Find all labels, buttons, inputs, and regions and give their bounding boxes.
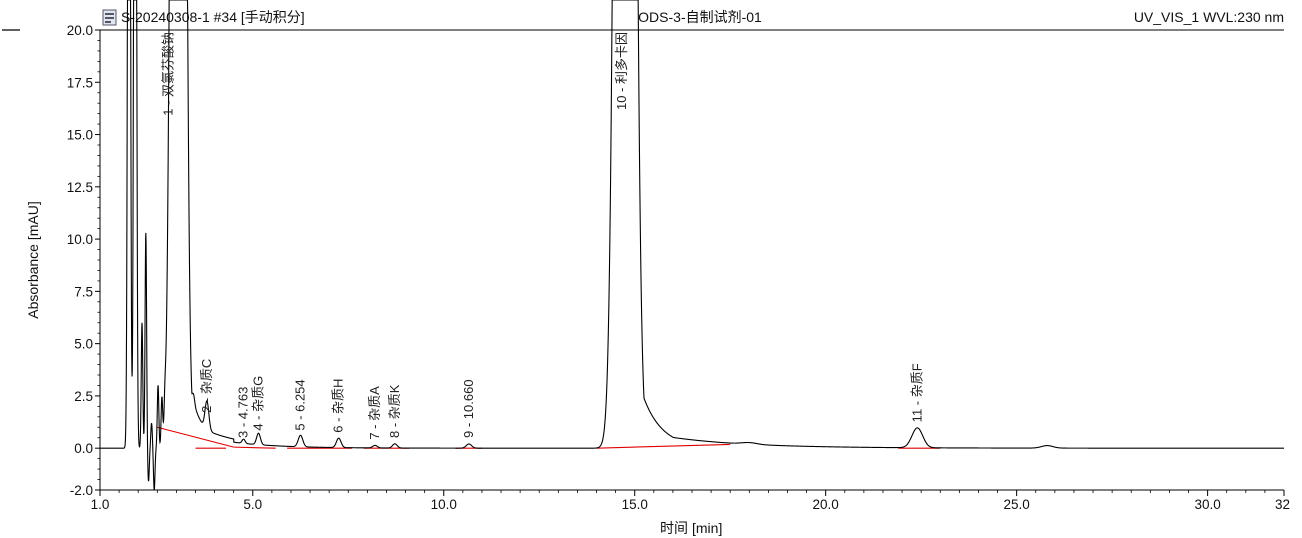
peak-label: 9 - 10.660 (461, 379, 476, 438)
peak-label: 3 - 4.763 (236, 387, 251, 438)
x-tick-label: 15.0 (622, 497, 648, 512)
x-tick-label: 25.0 (1004, 497, 1030, 512)
x-tick-label: 20.0 (813, 497, 839, 512)
chromatogram-trace (100, 0, 1284, 491)
y-tick-label: 7.5 (74, 284, 93, 299)
y-tick-label: 12.5 (67, 180, 93, 195)
y-tick-label: 10.0 (67, 232, 93, 247)
x-axis-label-text: 时间 (660, 520, 688, 536)
peak-label: 2 - 杂质C (199, 359, 214, 413)
peak-label: 8 - 杂质K (387, 384, 402, 438)
peak-label: 11 - 杂质F (909, 363, 924, 422)
x-tick-label: 10.0 (431, 497, 457, 512)
integration-baseline (157, 426, 234, 448)
x-tick-label: 1.0 (91, 497, 110, 512)
y-tick-label: 0.0 (74, 441, 93, 456)
x-tick-label: 32 (1275, 497, 1290, 512)
integration-baselines (157, 426, 941, 449)
peak-label: 4 - 杂质G (251, 376, 266, 431)
y-tick-label: 15.0 (67, 128, 93, 143)
peak-label: 5 - 6.254 (293, 379, 308, 430)
integration-baseline (596, 443, 731, 449)
channel-title: UV_VIS_1 WVL:230 nm (1134, 9, 1284, 25)
y-tick-label: 20.0 (67, 23, 93, 38)
peak-label: 7 - 杂质A (367, 386, 382, 440)
y-axis-label: Absorbance [mAU] (25, 201, 41, 319)
y-tick-label: 5.0 (74, 337, 93, 352)
y-tick-label: -2.0 (70, 483, 93, 498)
peak-label: 10 - 利多卡因 (614, 32, 629, 110)
x-tick-label: 5.0 (243, 497, 262, 512)
method-title: ODS-3-自制试剂-01 (638, 9, 762, 25)
x-axis-label-unit: [min] (692, 520, 722, 536)
y-tick-label: 17.5 (67, 75, 93, 90)
x-axis-label: 时间 [min] (660, 520, 722, 536)
peak-labels: 1 - 双氯芬酸钠 2 - 杂质C 3 - 4.763 4 - 杂质G 5 - 6.25… (160, 32, 924, 440)
sample-title: S-20240308-1 #34 [手动积分] (121, 9, 305, 25)
peak-label: 6 - 杂质H (331, 379, 346, 433)
chart-header: S-20240308-1 #34 [手动积分] ODS-3-自制试剂-01 UV… (102, 9, 1284, 26)
integration-baseline (233, 446, 276, 449)
axes: 20.0 17.5 15.0 12.5 10.0 7.5 5.0 2.5 0.0 -2.01.0 5… (67, 23, 1290, 512)
chromatogram-file-icon (102, 9, 117, 26)
y-tick-label: 2.5 (74, 389, 93, 404)
x-tick-label: 30.0 (1194, 497, 1220, 512)
peak-label: 1 - 双氯芬酸钠 (160, 32, 175, 116)
